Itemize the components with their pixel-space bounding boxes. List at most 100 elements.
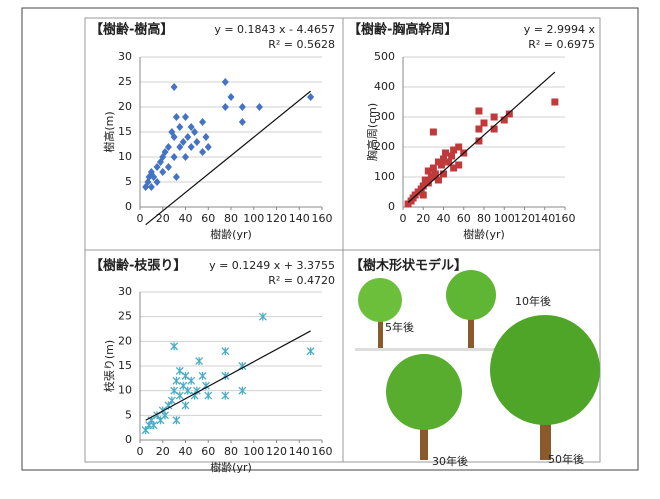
point [440,155,447,163]
y-tick-label: 100 [374,170,395,183]
point [455,161,463,169]
y-tick-label: 25 [118,310,132,323]
x-tick-label: 100 [494,212,515,225]
point [419,191,427,199]
trunk [540,400,551,460]
x-tick-label: 140 [534,212,555,225]
illustration-title: 【樹木形状モデル】 [350,258,467,274]
point [258,312,267,321]
x-axis-label: 樹齢(yr) [463,227,505,241]
y-axis-label: 枝張り(m) [102,340,116,392]
trend-line [145,330,311,421]
x-tick-label: 20 [416,212,430,225]
x-tick-label: 20 [156,445,170,458]
x-tick-label: 40 [437,212,451,225]
point [153,178,161,186]
x-tick-label: 20 [156,212,170,225]
trend-equation: y = 0.1843 x - 4.4657 [214,23,335,36]
point [159,168,167,176]
trend-equation: y = 0.1249 x + 3.3755 [209,259,335,272]
crown [446,270,496,320]
point [172,376,181,385]
point [170,133,178,141]
point [199,118,207,126]
point [307,93,315,101]
point [170,83,178,91]
x-tick-label: 140 [289,445,310,458]
point [427,173,435,181]
point [204,143,212,151]
tree-illustration: 【樹木形状モデル】 5年後 10年後 30年後 50年後 [350,258,600,468]
point [183,386,192,395]
point [167,396,176,405]
y-tick-label: 30 [118,50,132,63]
point [238,362,247,370]
age-label: 10年後 [515,294,551,308]
y-tick-label: 20 [118,100,132,113]
trunk [420,410,428,460]
trunk [378,310,383,348]
point [191,128,199,136]
point [147,183,155,191]
y-axis-label: 樹高(m) [102,111,116,152]
x-axis-label: 樹齢(yr) [210,460,252,474]
x-tick-label: 120 [266,445,287,458]
x-tick-label: 60 [201,445,215,458]
y-tick-label: 200 [374,140,395,153]
age-label: 30年後 [432,454,468,468]
point [193,138,201,146]
x-tick-label: 0 [137,212,144,225]
point [448,152,456,160]
x-tick-label: 100 [243,212,264,225]
x-tick-label: 120 [266,212,287,225]
point [475,137,483,145]
point [505,110,513,118]
point [179,138,187,146]
y-tick-label: 25 [118,75,132,88]
y-axis-label: 胸高周(cm) [365,103,379,161]
point [176,143,184,151]
x-tick-label: 40 [179,445,193,458]
point [176,123,184,131]
y-tick-label: 5 [125,175,132,188]
y-tick-label: 30 [118,285,132,298]
point [170,342,179,351]
point [437,161,445,169]
crown [386,354,462,430]
point [455,143,463,151]
crown [490,315,600,425]
point [187,123,195,131]
x-tick-label: 160 [555,212,576,225]
point [221,78,229,86]
point [424,179,432,187]
point [175,391,184,400]
point [445,158,453,166]
y-tick-label: 20 [118,334,132,347]
point [164,143,172,151]
point [187,376,196,385]
point [490,113,498,121]
chart-title: 【樹齢-樹高】 [90,22,173,38]
y-tick-label: 15 [118,359,132,372]
point [172,113,180,121]
point [182,113,189,121]
y-tick-label: 400 [374,80,395,93]
x-tick-label: 60 [201,212,215,225]
trend-line [407,71,556,203]
y-tick-label: 5 [125,408,132,421]
point [195,357,204,366]
point [551,98,559,106]
y-tick-label: 300 [374,110,395,123]
y-tick-label: 0 [388,200,395,213]
trunk [468,300,474,348]
point [187,143,195,151]
point [161,411,169,420]
chart: 【樹齢-胸高幹周】 y = 2.9994 xR² = 0.697501002003… [348,22,595,242]
point [475,107,483,115]
y-tick-label: 0 [125,200,132,213]
point [202,381,210,390]
y-tick-label: 500 [374,50,395,63]
point [419,182,427,190]
y-tick-label: 0 [125,433,132,446]
